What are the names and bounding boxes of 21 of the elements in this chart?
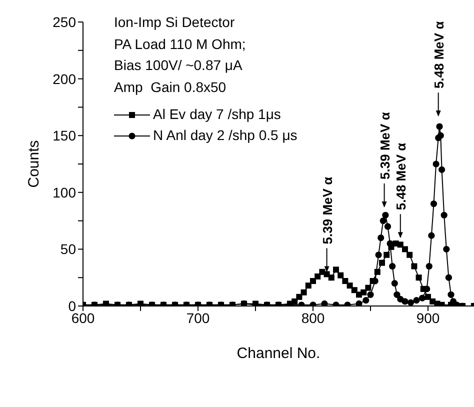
annotation: 5.48 MeV α [393, 142, 408, 210]
legend-label: Al Ev day 7 /shp 1μs [153, 105, 281, 124]
y-tick-label: 100 [52, 184, 76, 200]
y-tick-label: 150 [52, 128, 76, 144]
x-tick-label: 800 [301, 310, 325, 326]
y-tick-label: 0 [68, 298, 76, 314]
annotation: PA Load 110 M Ohm; [114, 34, 246, 54]
annotation: Amp Gain 0.8x50 [114, 78, 228, 97]
annotation: 5.48 MeV α [431, 21, 446, 89]
annotation: 5.39 MeV α [377, 112, 392, 180]
x-tick-label: 700 [186, 310, 210, 326]
annotation: Ion-Imp Si Detector [114, 13, 236, 32]
annotation: Bias 100V/ ~0.87 μA [114, 56, 244, 75]
annotation: 5.39 MeV α [320, 176, 335, 244]
y-tick-label: 50 [60, 241, 76, 258]
x-axis-title: Channel No. [236, 345, 320, 362]
y-tick-label: 250 [52, 14, 76, 30]
x-tick-label: 900 [416, 310, 440, 326]
y-tick-label: 200 [52, 70, 76, 87]
y-axis-title: Counts [25, 140, 42, 188]
legend-label: N Anl day 2 /shp 0.5 μs [153, 126, 298, 145]
